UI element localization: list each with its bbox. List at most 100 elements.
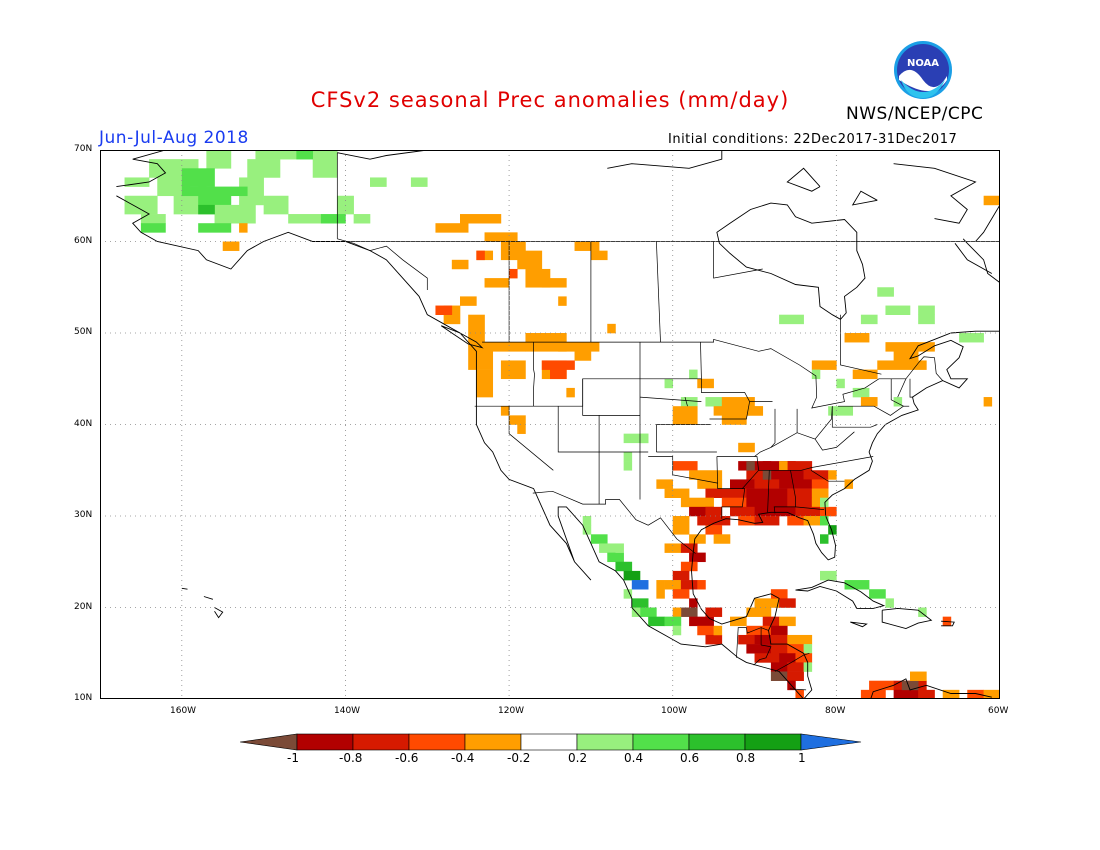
anomaly-cell [787, 662, 804, 672]
lat-label-40n: 40N [74, 419, 93, 429]
anomaly-cell [181, 168, 215, 187]
anomaly-cell [918, 689, 935, 699]
anomaly-cell [730, 479, 755, 489]
anomaly-cell [754, 516, 780, 526]
political-border [474, 378, 640, 407]
anomaly-cell [770, 634, 788, 645]
anomaly-cell [918, 305, 935, 315]
lat-label-70n: 70N [74, 144, 93, 154]
anomaly-cell [738, 634, 755, 645]
lon-label-120w: 120W [498, 706, 525, 716]
political-border [767, 470, 770, 513]
anomaly-cell [820, 506, 837, 517]
anomaly-cell [296, 150, 314, 160]
political-border [753, 644, 772, 666]
colorbar-label: 0.6 [680, 751, 700, 765]
anomaly-cell [787, 671, 804, 681]
lon-label-140w: 140W [334, 706, 361, 716]
anomaly-cell [517, 424, 526, 434]
anomaly-cell [746, 607, 772, 617]
anomaly-cell [484, 278, 510, 288]
coastline [181, 587, 188, 590]
anomaly-cell [852, 387, 870, 398]
anomaly-cell [746, 406, 764, 416]
anomaly-cell [672, 461, 698, 471]
anomaly-cell [247, 159, 281, 178]
anomaly-cell [255, 150, 297, 160]
colorbar-label: -1 [287, 751, 299, 765]
anomaly-cell [820, 534, 829, 544]
anomaly-cell [680, 607, 698, 617]
coastline [786, 167, 821, 192]
anomaly-cell [607, 552, 624, 563]
anomaly-cell [680, 580, 698, 590]
anomaly-cell [623, 461, 633, 471]
anomaly-cell [566, 387, 575, 398]
anomaly-cell [787, 516, 804, 526]
precip-anomaly-map [100, 150, 1000, 699]
anomaly-cell [754, 634, 772, 645]
political-border [656, 241, 661, 343]
anomaly-cell [672, 570, 690, 581]
coastlines [116, 150, 1000, 699]
anomaly-cell [468, 314, 485, 343]
anomaly-cell [860, 314, 878, 325]
anomaly-cell [754, 479, 780, 489]
colorbar-label: 0.2 [568, 751, 588, 765]
colorbar-segment [744, 733, 802, 751]
anomaly-cell [697, 378, 714, 389]
anomaly-cell [320, 214, 346, 224]
anomaly-cell [779, 653, 796, 663]
colorbar-arrow-low [240, 733, 298, 751]
anomaly-cell [541, 360, 575, 370]
anomaly-cell [918, 607, 927, 617]
noaa-logo: NOAA [894, 41, 952, 99]
anomaly-cell [746, 625, 772, 636]
anomaly-cell [877, 287, 894, 297]
anomaly-cell [705, 397, 723, 407]
anomaly-cell [239, 223, 248, 233]
anomaly-cell [959, 333, 984, 343]
anomaly-cell [206, 150, 232, 169]
anomaly-cell [672, 625, 682, 636]
anomaly-cell [803, 470, 829, 480]
anomaly-cell [198, 204, 215, 215]
anomaly-cell [680, 397, 698, 407]
agency-label: NWS/NCEP/CPC [846, 104, 984, 124]
coastline [795, 579, 886, 609]
political-border [760, 627, 769, 631]
colorbar-segment [576, 733, 634, 751]
anomaly-cell [746, 644, 772, 654]
lat-label-10n: 10N [74, 693, 93, 703]
political-border [639, 396, 702, 402]
political-border [701, 378, 750, 420]
anomaly-cell [787, 461, 813, 471]
coastline [954, 243, 993, 274]
anomaly-cell [697, 516, 731, 526]
political-border [770, 408, 776, 448]
anomaly-cell [476, 369, 494, 398]
anomaly-cell [820, 497, 829, 508]
anomaly-cell [910, 360, 927, 370]
coastline [116, 150, 167, 188]
colorbar-segment [632, 733, 690, 751]
anomaly-cell [648, 616, 665, 627]
political-border [758, 456, 874, 471]
anomaly-cell [811, 479, 829, 489]
lon-label-60w: 60W [988, 706, 1009, 716]
colorbar-segment [408, 733, 466, 751]
coastline [214, 607, 224, 619]
anomaly-cell [451, 259, 469, 270]
anomaly-cell [124, 177, 150, 187]
anomaly-cell [730, 616, 747, 627]
anomaly-cell [730, 506, 755, 517]
anomaly-cell [631, 580, 649, 590]
anomaly-cell [664, 378, 674, 389]
anomaly-cell [705, 488, 731, 498]
anomaly-cell [181, 186, 207, 197]
anomaly-cell [435, 305, 453, 315]
anomaly-cell [779, 598, 796, 608]
anomaly-cell [828, 470, 837, 480]
anomaly-cell [312, 150, 338, 178]
colorbar-segment [520, 733, 578, 751]
